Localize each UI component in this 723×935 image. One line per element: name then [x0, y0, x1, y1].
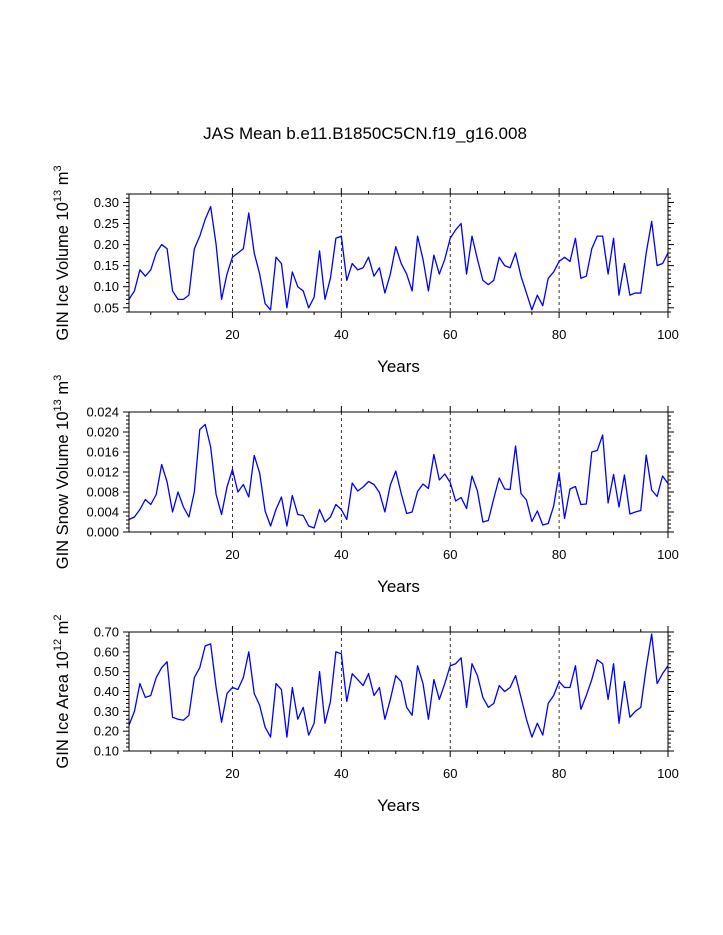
- snow-volume-xaxis-title: Years: [377, 577, 420, 596]
- snow-volume-ytick-label: 0.012: [86, 465, 119, 480]
- ice-area-xtick-label: 100: [657, 766, 679, 781]
- ice-area-ytick-label: 0.50: [94, 664, 119, 679]
- ice-area-plot-frame: [128, 631, 669, 752]
- snow-volume-xtick-label: 80: [552, 547, 566, 562]
- ice-area-series-line: [128, 633, 669, 738]
- ice-volume-ytick-label: 0.20: [94, 237, 119, 252]
- ice-volume-xaxis-title: Years: [377, 357, 420, 376]
- ice-area-ytick-label: 0.40: [94, 684, 119, 699]
- ice-area-xtick-label: 80: [552, 766, 566, 781]
- snow-volume-ytick-label: 0.000: [86, 525, 119, 540]
- ice-area-xtick-label: 60: [443, 766, 457, 781]
- snow-volume-xtick-label: 40: [334, 547, 348, 562]
- ice-volume-xtick-label: 40: [334, 327, 348, 342]
- ice-area-xtick-label: 20: [225, 766, 239, 781]
- snow-volume-series-line: [128, 423, 669, 529]
- ice-area-ytick-label: 0.20: [94, 724, 119, 739]
- ice-volume-ytick-label: 0.10: [94, 279, 119, 294]
- snow-volume-ytick-label: 0.008: [86, 485, 119, 500]
- ice-volume-xtick-label: 80: [552, 327, 566, 342]
- snow-volume-xtick-label: 60: [443, 547, 457, 562]
- ice-volume-series-line: [128, 205, 669, 311]
- panel-ice-volume: 0.05 0.10 0.15 0.20 0.25 0.30 20 40 60 80 100 Years…: [52, 165, 679, 376]
- ice-volume-yaxis-title: GIN Ice Volume 1013 m3: [52, 165, 72, 340]
- ice-area-ytick-label: 0.30: [94, 704, 119, 719]
- panel-snow-volume: 0.000 0.004 0.008 0.012 0.016 0.020 0.024 20 40 6…: [52, 375, 679, 596]
- snow-volume-plot-frame: [128, 411, 669, 533]
- snow-volume-ytick-label: 0.016: [86, 445, 119, 460]
- chart-title: JAS Mean b.e11.B1850C5CN.f19_g16.008: [203, 124, 527, 143]
- snow-volume-xtick-label: 20: [225, 547, 239, 562]
- ice-volume-xtick-label: 100: [657, 327, 679, 342]
- snow-volume-xtick-label: 100: [657, 547, 679, 562]
- ice-volume-xtick-label: 20: [225, 327, 239, 342]
- ice-volume-plot-frame: [128, 193, 669, 313]
- ice-area-ytick-label: 0.60: [94, 644, 119, 659]
- ice-area-ytick-label: 0.10: [94, 744, 119, 759]
- ice-area-ytick-label: 0.70: [94, 625, 119, 640]
- ice-volume-ytick-label: 0.05: [94, 300, 119, 315]
- snow-volume-ytick-label: 0.004: [86, 505, 119, 520]
- ice-volume-ytick-label: 0.25: [94, 216, 119, 231]
- snow-volume-ytick-label: 0.024: [86, 405, 119, 420]
- ice-volume-ytick-label: 0.15: [94, 258, 119, 273]
- ice-area-xaxis-title: Years: [377, 796, 420, 815]
- ice-area-xtick-label: 40: [334, 766, 348, 781]
- ice-volume-xtick-label: 60: [443, 327, 457, 342]
- snow-volume-yaxis-title: GIN Snow Volume 1013 m3: [52, 375, 72, 569]
- panel-ice-area: 0.10 0.20 0.30 0.40 0.50 0.60 0.70 20 40 60 80 100 Y…: [52, 614, 679, 815]
- ice-volume-ytick-label: 0.30: [94, 195, 119, 210]
- snow-volume-ytick-label: 0.020: [86, 425, 119, 440]
- ice-area-yaxis-title: GIN Ice Area 1012 m2: [52, 614, 72, 768]
